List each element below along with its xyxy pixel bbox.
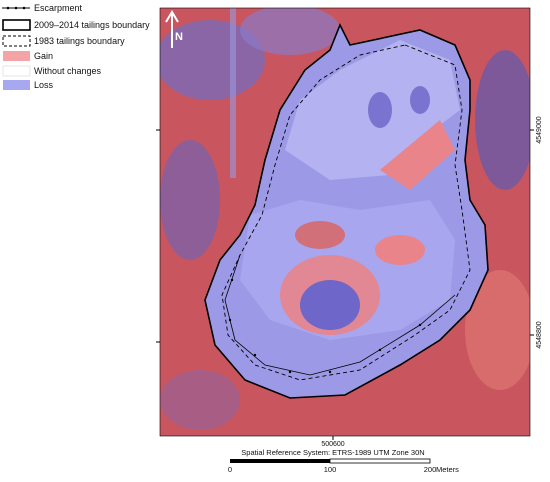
coordinate-label: 500600 bbox=[321, 441, 344, 448]
legend-label: Gain bbox=[34, 51, 53, 61]
map-image bbox=[160, 8, 530, 436]
legend-label: Loss bbox=[34, 80, 54, 90]
coordinate-label: 4549000 bbox=[536, 116, 543, 143]
scale-unit: Meters bbox=[436, 465, 459, 474]
scale-label: 0 bbox=[228, 465, 232, 474]
legend-label: Escarpment bbox=[34, 3, 83, 13]
scale-bar: 0 100 200 Meters bbox=[228, 458, 459, 474]
reference-system: Spatial Reference System: ETRS-1989 UTM … bbox=[241, 448, 424, 457]
scale-label: 100 bbox=[324, 465, 337, 474]
scale-label: 200 bbox=[424, 465, 437, 474]
legend-label: 2009–2014 tailings boundary bbox=[34, 20, 150, 30]
legend-label: Without changes bbox=[34, 66, 102, 76]
north-label: N bbox=[175, 31, 183, 43]
legend-label: 1983 tailings boundary bbox=[34, 36, 125, 46]
north-arrow: N bbox=[165, 10, 183, 48]
coordinate-label: 4548800 bbox=[536, 321, 543, 348]
legend: Escarpment 2009–2014 tailings boundary 1… bbox=[2, 3, 150, 90]
